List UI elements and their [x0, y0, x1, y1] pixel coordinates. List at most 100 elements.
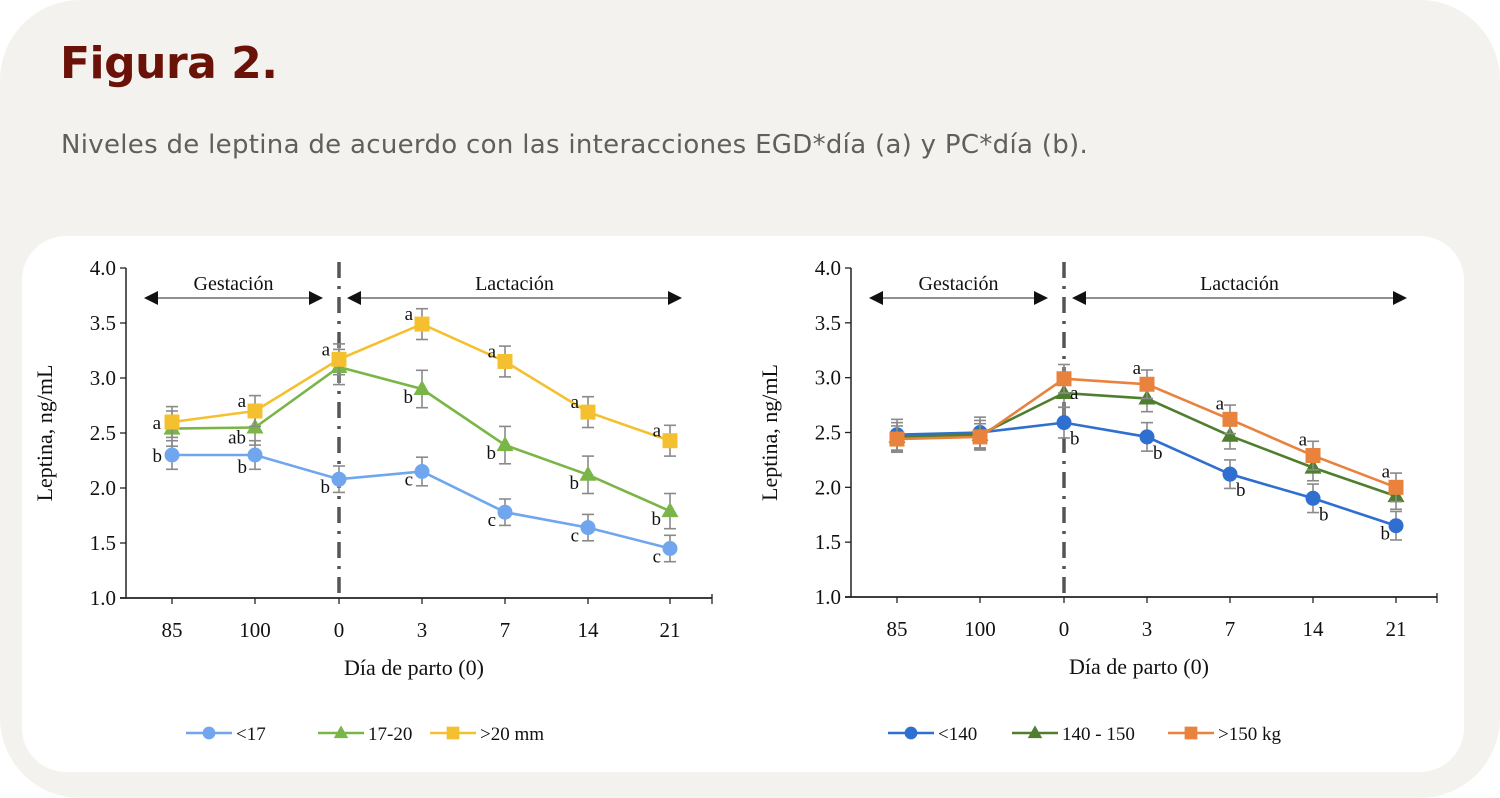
- legend-item: <17: [186, 724, 266, 745]
- series-square: a a a a: [889, 358, 1404, 503]
- x-axis-title: Día de parto (0): [1069, 654, 1209, 679]
- legend-item: >20 mm: [430, 724, 544, 745]
- legend-marker-icon: [1027, 725, 1043, 739]
- y-tick-label: 1.5: [815, 530, 841, 554]
- arrow-left-icon: [869, 291, 883, 305]
- data-point: [414, 316, 430, 332]
- significance-label: ab: [228, 428, 246, 449]
- phase-label: Gestación: [194, 273, 274, 295]
- data-point: [497, 504, 513, 520]
- y-tick-label: 4.0: [90, 256, 116, 280]
- legend-label: <17: [236, 724, 266, 745]
- figure-caption: Niveles de leptina de acuerdo con las in…: [61, 130, 1089, 160]
- legend-label: >150 kg: [1218, 724, 1281, 745]
- data-point: [972, 429, 988, 445]
- significance-label: c: [488, 510, 496, 531]
- significance-label: a: [1133, 358, 1142, 379]
- x-axis-title: Día de parto (0): [344, 655, 484, 680]
- y-tick-label: 2.5: [90, 421, 116, 445]
- legend-marker-icon: [333, 725, 349, 739]
- data-point: [1056, 371, 1072, 387]
- data-point: [1222, 466, 1238, 482]
- data-point: [414, 464, 430, 479]
- x-tick-label: 21: [660, 618, 681, 642]
- arrow-left-icon: [347, 291, 361, 305]
- legend-item: 17-20: [318, 724, 412, 745]
- data-point: [164, 414, 180, 430]
- arrow-left-icon: [1072, 291, 1086, 305]
- legend-marker-icon: [904, 726, 918, 740]
- arrow-right-icon: [309, 291, 323, 305]
- significance-label: a: [1070, 383, 1079, 404]
- y-tick-label: 1.5: [90, 531, 116, 555]
- legend-label: <140: [938, 724, 977, 745]
- legend-item: >150 kg: [1168, 724, 1281, 745]
- significance-label: b: [1319, 504, 1329, 525]
- significance-label: a: [153, 413, 162, 434]
- significance-label: c: [653, 547, 661, 568]
- significance-label: a: [405, 304, 414, 325]
- legend-item: 140 - 150: [1012, 724, 1135, 745]
- significance-label: a: [1382, 461, 1391, 482]
- significance-label: b: [570, 473, 580, 494]
- significance-label: b: [238, 457, 248, 478]
- x-tick-label: 0: [334, 618, 345, 642]
- significance-label: b: [153, 446, 163, 467]
- data-point: [413, 380, 431, 395]
- x-tick-label: 3: [417, 618, 428, 642]
- data-point: [497, 354, 513, 369]
- legend-label: 140 - 150: [1062, 724, 1135, 745]
- arrow-right-icon: [1034, 291, 1048, 305]
- data-point: [496, 436, 514, 452]
- y-tick-label: 4.0: [815, 256, 841, 280]
- x-tick-label: 14: [578, 618, 600, 642]
- series-square: a a a a a a a: [153, 304, 678, 457]
- arrow-left-icon: [144, 291, 158, 305]
- phase-label: Gestación: [919, 273, 999, 295]
- y-axis-title: Leptina, ng/mL: [32, 365, 57, 502]
- x-tick-label: 3: [1142, 617, 1153, 641]
- significance-label: a: [488, 342, 497, 363]
- x-tick-label: 100: [239, 618, 271, 642]
- phase-label: Lactación: [475, 273, 554, 295]
- data-point: [662, 541, 678, 556]
- data-point: [889, 431, 905, 447]
- chart-a: 1.0 1.5 2.0 2.5 3.0 3.5 4.0 85 100 0 3 7 14 21 Día de …: [32, 256, 713, 745]
- data-point: [331, 351, 347, 367]
- y-tick-label: 1.0: [90, 586, 116, 610]
- arrow-right-icon: [1393, 291, 1407, 305]
- legend-label: >20 mm: [480, 724, 544, 745]
- significance-label: b: [487, 443, 497, 464]
- significance-label: c: [405, 470, 413, 491]
- series-triangle: ab b b b b: [163, 348, 679, 530]
- x-tick-label: 85: [162, 618, 183, 642]
- data-point: [247, 447, 263, 463]
- arrow-right-icon: [668, 291, 682, 305]
- x-tick-label: 21: [1386, 617, 1407, 641]
- y-tick-label: 3.0: [90, 366, 116, 390]
- legend-marker-icon: [202, 726, 216, 740]
- x-tick-label: 14: [1303, 617, 1325, 641]
- significance-label: b: [321, 477, 331, 498]
- significance-label: a: [571, 392, 580, 413]
- figure-title: Figura 2.: [60, 38, 278, 89]
- legend-marker-icon: [1184, 726, 1198, 740]
- data-point: [661, 502, 679, 518]
- data-point: [1139, 376, 1155, 392]
- significance-label: b: [1381, 524, 1391, 545]
- legend-label: 17-20: [368, 724, 412, 745]
- legend-item: <140: [888, 724, 977, 745]
- y-tick-label: 2.0: [815, 475, 841, 499]
- data-point: [331, 471, 347, 487]
- y-axis-title: Leptina, ng/mL: [757, 364, 782, 501]
- significance-label: a: [1299, 430, 1308, 451]
- data-point: [1305, 448, 1321, 464]
- x-tick-label: 100: [964, 617, 996, 641]
- chart-b: 1.0 1.5 2.0 2.5 3.0 3.5 4.0 85 100 0 3 7 14 21 Día de …: [757, 256, 1438, 745]
- x-tick-label: 7: [1225, 617, 1236, 641]
- x-tick-label: 7: [500, 618, 511, 642]
- y-tick-label: 3.5: [815, 311, 841, 335]
- significance-label: b: [1236, 480, 1246, 501]
